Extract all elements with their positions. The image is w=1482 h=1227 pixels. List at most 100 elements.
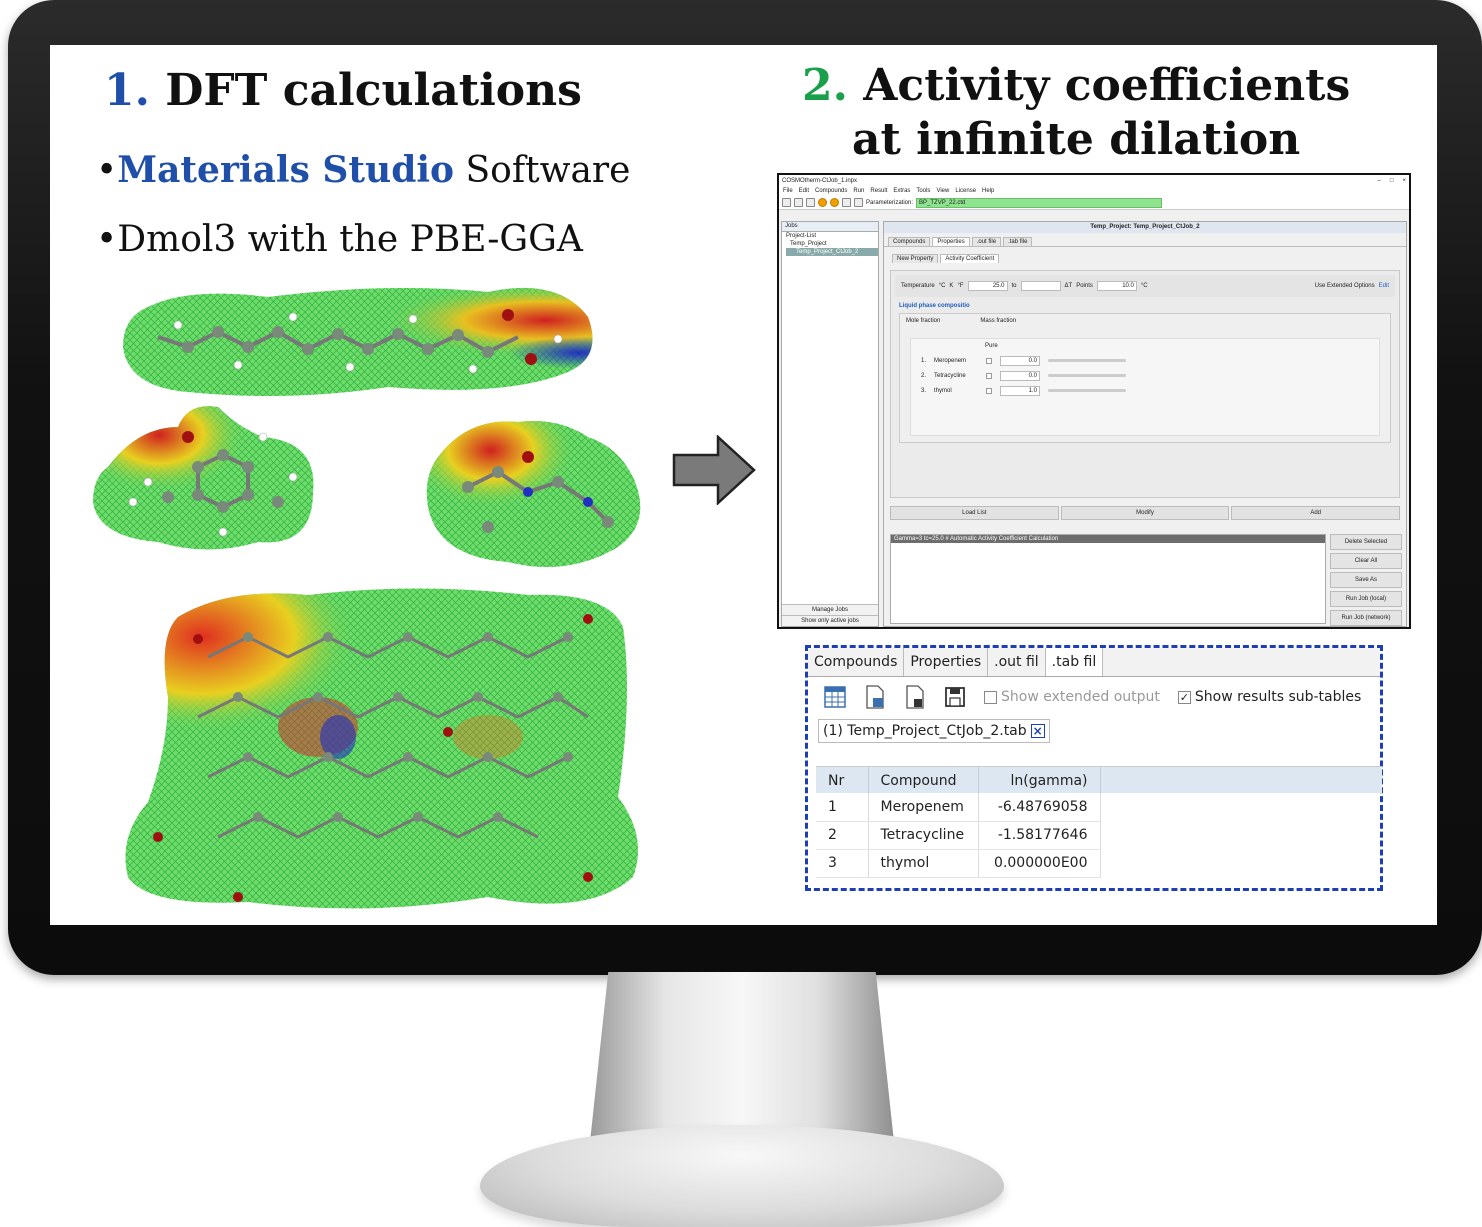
- cell-compound[interactable]: Meropenem: [868, 793, 979, 822]
- menu-file[interactable]: File: [783, 188, 793, 194]
- cell-nr[interactable]: 3: [816, 849, 869, 878]
- fraction-input[interactable]: 0.0: [1000, 370, 1041, 381]
- table-row[interactable]: 1 Meropenem -6.48769058: [816, 793, 1382, 822]
- edit-pencil-icon[interactable]: [842, 198, 851, 207]
- menu-edit[interactable]: Edit: [798, 188, 810, 194]
- clear-all-button[interactable]: Clear All: [1330, 553, 1402, 569]
- table-icon[interactable]: [824, 685, 846, 709]
- mole-fraction-radio[interactable]: Mole fraction: [906, 318, 941, 324]
- open-folder-icon[interactable]: [794, 198, 803, 207]
- show-results-subtables-checkbox[interactable]: ✓: [1177, 690, 1191, 704]
- close-button[interactable]: ×: [1402, 177, 1406, 184]
- cell-compound[interactable]: thymol: [868, 849, 979, 878]
- run-icon[interactable]: [818, 198, 827, 207]
- tree-ctjob-2[interactable]: Temp_Project_CtJob_2: [786, 248, 878, 256]
- load-list-button[interactable]: Load List: [890, 506, 1059, 520]
- temperature-to-input[interactable]: [1020, 281, 1061, 291]
- cell-ln-gamma[interactable]: 0.000000E00: [978, 849, 1101, 878]
- menu-view[interactable]: View: [936, 188, 950, 194]
- zoom-tab-properties[interactable]: Properties: [904, 648, 989, 676]
- menu-run[interactable]: Run: [853, 188, 865, 194]
- temperature-input[interactable]: 25.0: [967, 281, 1008, 291]
- tab-tab-file[interactable]: .tab file: [1003, 237, 1033, 246]
- activity-heading-line1: Activity coefficients: [863, 60, 1351, 111]
- jobs-tab[interactable]: Jobs: [782, 222, 878, 232]
- zoom-tab-out-file[interactable]: .out fil: [988, 648, 1046, 676]
- fraction-slider[interactable]: [1048, 359, 1127, 362]
- job-input-log[interactable]: Gamma=3 tc=25.0 # Automatic Activity Coe…: [890, 534, 1326, 624]
- molecule-surfaces-illustration: [93, 287, 641, 909]
- mass-fraction-radio[interactable]: Mass fraction: [980, 318, 1017, 324]
- zoom-tab-tab-file[interactable]: .tab fil: [1045, 648, 1104, 676]
- new-file-icon[interactable]: [782, 198, 791, 207]
- compound-index: 2.: [921, 372, 927, 379]
- tab-compounds[interactable]: Compounds: [888, 237, 931, 246]
- use-extended-options-checkbox[interactable]: Use Extended Options: [1314, 283, 1375, 289]
- tree-project-list[interactable]: Project-List: [786, 233, 817, 239]
- show-only-active-jobs[interactable]: Show only active jobs: [782, 615, 878, 626]
- add-button[interactable]: Add: [1231, 506, 1401, 520]
- export-document-icon[interactable]: [864, 685, 886, 709]
- tree-temp-project[interactable]: Temp_Project: [790, 241, 827, 247]
- cell-nr[interactable]: 1: [816, 793, 869, 822]
- table-row[interactable]: 3 thymol 0.000000E00: [816, 849, 1382, 878]
- menu-license[interactable]: License: [955, 188, 977, 194]
- cell-nr[interactable]: 2: [816, 821, 869, 850]
- document-icon[interactable]: [854, 198, 863, 207]
- show-extended-output-option[interactable]: Show extended output: [984, 689, 1160, 705]
- delete-selected-button[interactable]: Delete Selected: [1330, 534, 1402, 550]
- composition-row: 2. Tetracycline 0.0: [921, 368, 1369, 383]
- run-network-icon[interactable]: [830, 198, 839, 207]
- unit-kelvin-radio[interactable]: K: [949, 283, 954, 289]
- tab-out-file[interactable]: .out file: [971, 237, 1002, 246]
- save-as-button[interactable]: Save As: [1330, 572, 1402, 588]
- pure-checkbox[interactable]: [986, 357, 993, 364]
- tab-new-property[interactable]: New Property: [892, 254, 939, 263]
- run-job-local-button[interactable]: Run Job (local): [1330, 591, 1402, 607]
- save-icon[interactable]: [806, 198, 815, 207]
- column-header-ln-gamma[interactable]: ln(gamma): [978, 767, 1101, 793]
- cell-compound[interactable]: Tetracycline: [868, 821, 979, 850]
- menu-tools[interactable]: Tools: [916, 188, 931, 194]
- points-input[interactable]: 10.0: [1096, 281, 1137, 291]
- save-icon[interactable]: [944, 685, 966, 709]
- points-unit: °C: [1140, 283, 1148, 289]
- zoom-tab-compounds[interactable]: Compounds: [808, 648, 905, 676]
- log-line[interactable]: Gamma=3 tc=25.0 # Automatic Activity Coe…: [891, 535, 1325, 543]
- tab-properties[interactable]: Properties: [932, 237, 970, 246]
- menu-help[interactable]: Help: [982, 188, 995, 194]
- print-document-icon[interactable]: [904, 685, 926, 709]
- unit-fahrenheit-radio[interactable]: °F: [957, 283, 964, 289]
- menu-compounds[interactable]: Compounds: [815, 188, 848, 194]
- show-extended-output-checkbox[interactable]: [984, 690, 997, 704]
- unit-celsius-radio[interactable]: °C: [938, 283, 946, 289]
- pure-checkbox[interactable]: [986, 387, 993, 394]
- maximize-button[interactable]: □: [1389, 177, 1394, 184]
- run-job-network-button[interactable]: Run Job (network): [1330, 610, 1402, 626]
- points-radio[interactable]: Points: [1076, 283, 1093, 289]
- fraction-input[interactable]: 0.0: [1000, 355, 1041, 366]
- modify-button[interactable]: Modify: [1060, 506, 1230, 520]
- cell-ln-gamma[interactable]: -1.58177646: [978, 821, 1101, 850]
- manage-jobs-button[interactable]: Manage Jobs: [782, 604, 878, 615]
- result-file-tab[interactable]: (1) Temp_Project_CtJob_2.tab ×: [818, 719, 1050, 743]
- parameterization-field[interactable]: BP_TZVP_22.ctd: [916, 197, 1163, 208]
- fraction-slider[interactable]: [1048, 389, 1127, 392]
- menu-extras[interactable]: Extras: [893, 188, 911, 194]
- edit-link[interactable]: Edit: [1378, 283, 1389, 289]
- column-header-compound[interactable]: Compound: [868, 767, 979, 793]
- fraction-input[interactable]: 1.0: [1000, 385, 1041, 396]
- tab-activity-coefficient[interactable]: Activity Coefficient: [940, 254, 1000, 263]
- cell-ln-gamma[interactable]: -6.48769058: [978, 793, 1101, 822]
- column-header-nr[interactable]: Nr: [816, 767, 869, 793]
- minimize-button[interactable]: –: [1377, 177, 1381, 184]
- materials-studio-label: Materials Studio: [117, 149, 455, 191]
- dft-heading-text: DFT calculations: [165, 65, 582, 116]
- menu-result[interactable]: Result: [870, 188, 888, 194]
- close-icon[interactable]: ×: [1030, 724, 1045, 738]
- table-row[interactable]: 2 Tetracycline -1.58177646: [816, 821, 1382, 850]
- fraction-slider[interactable]: [1048, 374, 1127, 377]
- pure-checkbox[interactable]: [986, 372, 993, 379]
- delta-t-radio[interactable]: ΔT: [1064, 283, 1073, 289]
- show-results-subtables-option[interactable]: ✓ Show results sub-tables: [1177, 689, 1361, 705]
